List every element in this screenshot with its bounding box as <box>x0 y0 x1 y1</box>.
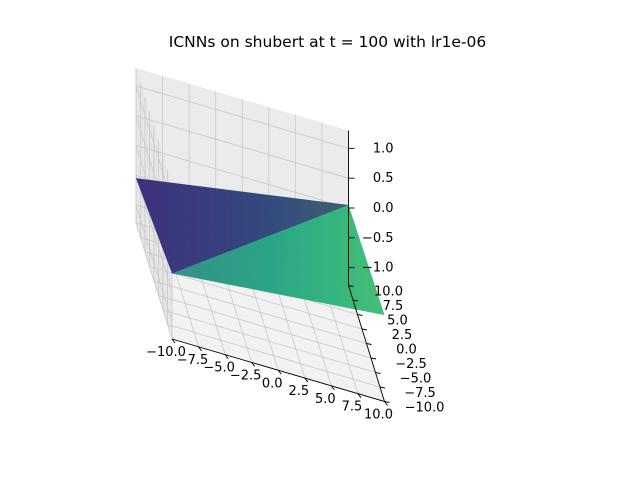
z-gridline <box>135 85 349 203</box>
x-tick-label: 5.0 <box>315 392 336 407</box>
z-tick-label: 1.0 <box>373 141 394 156</box>
x-tick <box>331 385 335 391</box>
y-tick <box>379 386 386 389</box>
x-tick-label: 10.0 <box>364 408 393 423</box>
x-tick-label: 0.0 <box>262 376 283 391</box>
x-tick-label: −10.0 <box>146 345 186 360</box>
x-tick-label: −7.5 <box>177 353 209 368</box>
x-tick <box>251 362 256 367</box>
y-tick-label: −2.5 <box>395 357 427 372</box>
x-tick <box>224 354 229 359</box>
z-tick-label: −0.5 <box>362 231 394 246</box>
surface-shadow <box>136 178 349 274</box>
y-tick-label: −7.5 <box>404 386 436 401</box>
y-tick <box>361 328 368 331</box>
x-tick-label: −2.5 <box>230 368 262 383</box>
y-tick <box>384 401 390 403</box>
y-tick <box>375 372 381 374</box>
y-tick <box>348 285 354 287</box>
y-tick-label: 10.0 <box>374 285 403 300</box>
x-tick <box>277 369 282 375</box>
y-tick-label: −10.0 <box>405 401 445 416</box>
z-tick-label: 0.5 <box>373 171 394 186</box>
z-tick-label: 0.0 <box>373 201 394 216</box>
chart-title: ICNNs on shubert at t = 100 with lr1e-06 <box>168 33 487 51</box>
y-tick-label: 7.5 <box>383 299 404 314</box>
x-tick-label: −5.0 <box>203 361 235 376</box>
y-gridline <box>149 111 363 330</box>
x-tick <box>304 377 309 383</box>
y-gridline <box>153 126 367 344</box>
surface-highlight <box>172 205 385 316</box>
y-tick <box>357 314 363 316</box>
x-tick-label: 7.5 <box>342 400 363 415</box>
y-tick <box>370 357 377 360</box>
y-tick <box>366 343 372 345</box>
y-tick-label: 0.0 <box>396 343 417 358</box>
tick-labels: −10.0−7.5−5.0−2.50.02.55.07.510.0 −10.0−7… <box>146 141 444 422</box>
x-tick <box>384 401 388 406</box>
z-tick-label: −1.0 <box>362 261 394 276</box>
x-tick <box>357 393 362 398</box>
x-tick-label: 2.5 <box>288 384 309 399</box>
y-tick-label: 2.5 <box>392 328 413 343</box>
y-tick <box>352 299 359 302</box>
y-tick-label: 5.0 <box>387 314 408 329</box>
surface <box>136 178 385 316</box>
x-tick <box>171 338 176 344</box>
x-tick <box>198 346 202 352</box>
y-tick-label: −5.0 <box>400 372 432 387</box>
